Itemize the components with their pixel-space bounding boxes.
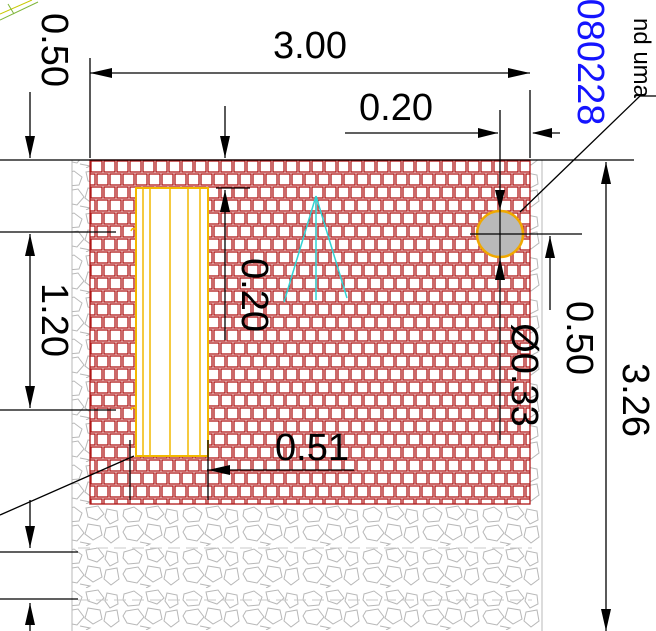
dim-pipe-diameter: Ø0.33 (503, 323, 545, 427)
corner-fragment (0, 0, 39, 21)
dim-right-overall: 3.26 (614, 363, 656, 437)
blue-code-label: 080228 (569, 0, 611, 125)
corner-note-label: nd uma (628, 18, 655, 99)
dim-top-overall: 3.00 (273, 25, 347, 67)
timber-element (130, 187, 209, 457)
dim-left-middle: 1.20 (33, 283, 75, 357)
dim-right-pipe-offset: 0.50 (558, 301, 600, 375)
pipe-section (470, 209, 582, 259)
gravel-base (72, 504, 542, 631)
dim-inner-horizontal: 0.51 (275, 427, 349, 469)
dim-top-right: 0.20 (359, 87, 433, 129)
dim-left-top: 0.50 (33, 13, 75, 87)
dimension-lines (0, 58, 656, 631)
dim-inner-vertical: 0.20 (233, 258, 275, 332)
cyan-marks (283, 195, 348, 303)
arrowheads (25, 68, 611, 631)
